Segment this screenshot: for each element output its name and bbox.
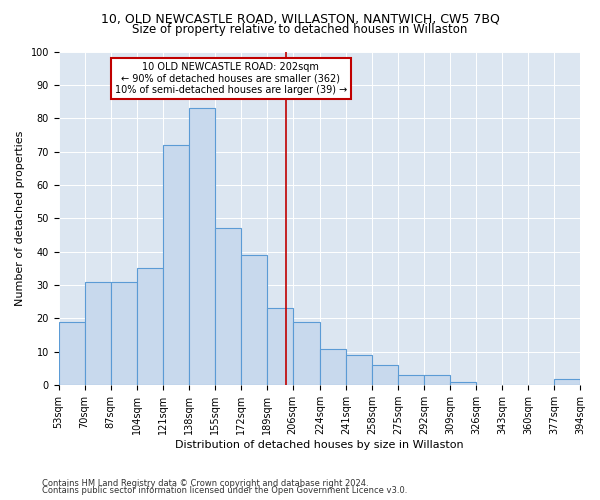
Bar <box>137 268 163 385</box>
Text: Contains HM Land Registry data © Crown copyright and database right 2024.: Contains HM Land Registry data © Crown c… <box>42 478 368 488</box>
Bar <box>554 378 580 385</box>
Bar <box>398 375 424 385</box>
Bar <box>424 375 450 385</box>
Bar <box>59 322 85 385</box>
X-axis label: Distribution of detached houses by size in Willaston: Distribution of detached houses by size … <box>175 440 464 450</box>
Text: Size of property relative to detached houses in Willaston: Size of property relative to detached ho… <box>133 22 467 36</box>
Bar <box>346 355 372 385</box>
Bar <box>163 145 188 385</box>
Y-axis label: Number of detached properties: Number of detached properties <box>15 130 25 306</box>
Bar <box>372 365 398 385</box>
Bar <box>241 255 266 385</box>
Bar <box>320 348 346 385</box>
Bar <box>215 228 241 385</box>
Bar <box>266 308 293 385</box>
Text: Contains public sector information licensed under the Open Government Licence v3: Contains public sector information licen… <box>42 486 407 495</box>
Bar <box>188 108 215 385</box>
Bar <box>110 282 137 385</box>
Text: 10, OLD NEWCASTLE ROAD, WILLASTON, NANTWICH, CW5 7BQ: 10, OLD NEWCASTLE ROAD, WILLASTON, NANTW… <box>101 12 499 26</box>
Text: 10 OLD NEWCASTLE ROAD: 202sqm
← 90% of detached houses are smaller (362)
10% of : 10 OLD NEWCASTLE ROAD: 202sqm ← 90% of d… <box>115 62 347 94</box>
Bar <box>450 382 476 385</box>
Bar <box>85 282 110 385</box>
Bar <box>293 322 320 385</box>
